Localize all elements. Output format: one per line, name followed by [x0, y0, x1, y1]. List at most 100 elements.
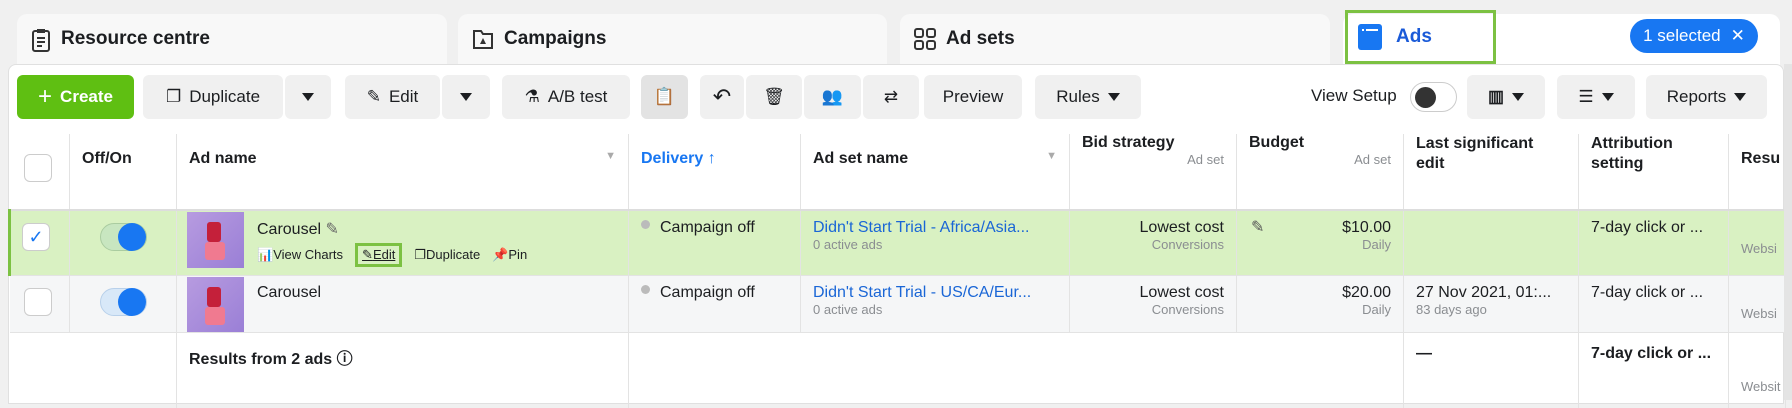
- edit-dropdown[interactable]: [442, 75, 490, 119]
- table-row[interactable]: ✓ Carousel ✎ 📊View Charts ✎Edit ❐Duplicate…: [8, 210, 1786, 276]
- pencil-icon: ✎: [366, 87, 381, 106]
- summary-label: Results from 2 ads: [189, 351, 333, 368]
- header-off-on: Off/On: [69, 134, 177, 211]
- sort-up-icon: ↑: [707, 150, 716, 167]
- view-charts-link[interactable]: 📊View Charts: [257, 247, 344, 262]
- info-icon[interactable]: ⓘ: [336, 351, 353, 368]
- caret-down-icon: [1512, 93, 1525, 101]
- duplicate-icon: ❐: [165, 87, 182, 106]
- budget-sub: Daily: [1362, 237, 1391, 252]
- clipboard-icon: [32, 29, 50, 52]
- on-off-toggle[interactable]: [99, 288, 147, 316]
- status-dot: [641, 220, 650, 229]
- header-budget[interactable]: Budget Ad set: [1236, 134, 1404, 211]
- summary-row: Results from 2 ads ⓘ — 7-day click or ..…: [10, 332, 1786, 408]
- create-button[interactable]: + Create: [17, 75, 134, 119]
- header-delivery[interactable]: Delivery ↑: [628, 134, 801, 211]
- caret-down-icon: [1107, 93, 1120, 101]
- create-label: Create: [60, 87, 113, 106]
- ad-thumbnail: [187, 277, 244, 332]
- pin-link[interactable]: 📌Pin: [492, 247, 528, 262]
- selection-badge[interactable]: 1 selected ✕: [1630, 19, 1758, 53]
- reports-button[interactable]: Reports: [1646, 75, 1767, 119]
- bid-strategy: Lowest cost: [1139, 219, 1224, 236]
- ads-table: Off/On Ad name ▼ Delivery ↑ Ad set name ▼ …: [8, 134, 1786, 408]
- ad-window-icon: [1358, 24, 1382, 50]
- ad-set-link[interactable]: Didn't Start Trial - US/CA/Eur...: [813, 284, 1032, 301]
- results-sub: Websi: [1741, 306, 1777, 321]
- header-last-edit[interactable]: Last significant edit: [1403, 134, 1579, 211]
- summary-attribution: 7-day click or ...: [1578, 332, 1729, 408]
- tab-label: Ads: [1396, 26, 1432, 47]
- sort-caret-icon: ▼: [605, 150, 616, 162]
- preview-button[interactable]: Preview: [924, 75, 1022, 119]
- summary-last-edit: —: [1403, 332, 1579, 408]
- header-ad-name[interactable]: Ad name ▼: [176, 134, 629, 211]
- undo-icon: ↶: [712, 84, 732, 109]
- ab-test-button[interactable]: ⚗ A/B test: [502, 75, 630, 119]
- duplicate-dropdown[interactable]: [285, 75, 331, 119]
- export-button[interactable]: ⇄: [863, 75, 919, 119]
- header-attribution[interactable]: Attribution setting: [1578, 134, 1729, 211]
- trash-icon: 🗑: [763, 87, 785, 106]
- table-row[interactable]: Carousel Campaign off Didn't Start Trial…: [9, 275, 1786, 333]
- header-ad-set-name[interactable]: Ad set name ▼: [800, 134, 1070, 211]
- on-off-toggle[interactable]: [99, 223, 147, 251]
- reports-label: Reports: [1666, 87, 1727, 106]
- pencil-icon[interactable]: ✎: [325, 221, 339, 238]
- ab-test-label: A/B test: [547, 87, 608, 106]
- ad-name[interactable]: Carousel: [257, 284, 322, 301]
- row-checkbox[interactable]: [23, 288, 52, 316]
- grid-icon: [914, 28, 936, 50]
- breakdown-button[interactable]: ☰: [1557, 75, 1635, 119]
- delivery-status: Campaign off: [660, 284, 755, 301]
- columns-button[interactable]: ▥: [1467, 75, 1545, 119]
- clipboard-icon: 📋: [653, 87, 676, 106]
- plus-icon: +: [38, 83, 53, 110]
- ad-set-link[interactable]: Didn't Start Trial - Africa/Asia...: [813, 219, 1030, 236]
- status-dot: [641, 285, 650, 294]
- rules-label: Rules: [1056, 87, 1100, 106]
- bid-strategy: Lowest cost: [1139, 284, 1224, 301]
- breakdown-icon: ☰: [1578, 87, 1594, 106]
- row-checkbox[interactable]: ✓: [22, 223, 50, 251]
- duplicate-label: Duplicate: [189, 87, 261, 106]
- paste-button[interactable]: 📋: [641, 75, 688, 119]
- budget: $10.00: [1342, 219, 1391, 236]
- delete-button[interactable]: 🗑: [746, 75, 802, 119]
- table-header: Off/On Ad name ▼ Delivery ↑ Ad set name ▼ …: [9, 134, 1786, 211]
- view-setup-toggle[interactable]: [1410, 82, 1457, 112]
- edit-button[interactable]: ✎ Edit: [345, 75, 440, 119]
- delivery-status: Campaign off: [660, 219, 755, 236]
- close-icon[interactable]: ✕: [1730, 26, 1745, 45]
- ad-name[interactable]: Carousel: [257, 221, 322, 238]
- summary-results-sub: Websit: [1741, 379, 1781, 394]
- duplicate-button[interactable]: ❐ Duplicate: [143, 75, 283, 119]
- folder-icon: [473, 30, 493, 49]
- budget: $20.00: [1342, 284, 1391, 301]
- tab-ads-highlight[interactable]: Ads: [1345, 10, 1496, 64]
- people-icon: 👥: [821, 87, 844, 106]
- view-setup-label: View Setup: [1311, 86, 1397, 105]
- ad-set-sub: 0 active ads: [813, 302, 883, 317]
- duplicate-link[interactable]: ❐Duplicate: [414, 247, 481, 262]
- attribution: 7-day click or ...: [1578, 275, 1729, 333]
- tab-label: Ad sets: [946, 28, 1015, 49]
- ad-thumbnail: [187, 212, 244, 268]
- flask-icon: ⚗: [524, 87, 540, 106]
- ad-set-sub: 0 active ads: [813, 237, 883, 252]
- header-bid-strategy[interactable]: Bid strategy Ad set: [1069, 134, 1237, 211]
- export-icon: ⇄: [883, 87, 899, 106]
- caret-down-icon: [1601, 93, 1614, 101]
- sort-caret-icon: ▼: [1046, 150, 1057, 162]
- select-all-checkbox[interactable]: [23, 154, 52, 182]
- vertical-scrollbar[interactable]: [1784, 64, 1792, 400]
- rules-button[interactable]: Rules: [1035, 75, 1141, 119]
- edit-link[interactable]: ✎Edit: [355, 243, 403, 267]
- header-results[interactable]: Resu: [1728, 134, 1786, 211]
- columns-icon: ▥: [1487, 87, 1505, 106]
- budget-sub: Daily: [1362, 302, 1391, 317]
- audience-button[interactable]: 👥: [804, 75, 861, 119]
- undo-button[interactable]: ↶: [700, 75, 744, 119]
- pencil-icon[interactable]: ✎: [1251, 219, 1265, 236]
